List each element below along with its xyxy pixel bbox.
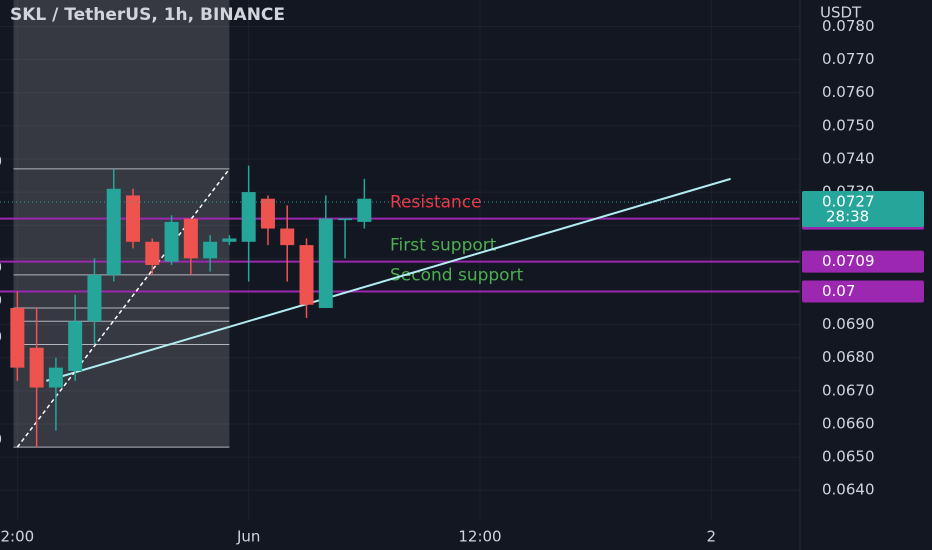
x-tick-label: Jun bbox=[236, 528, 260, 546]
line-label: Resistance bbox=[390, 193, 482, 213]
x-tick-label: 2:00 bbox=[1, 528, 35, 546]
candle-body bbox=[106, 188, 121, 275]
axis-unit: USDT bbox=[820, 4, 862, 22]
candle-body bbox=[318, 218, 333, 309]
y-tick-label: 0.0750 bbox=[822, 116, 875, 134]
candle-body bbox=[260, 198, 275, 229]
candle-body bbox=[338, 218, 353, 221]
plot-area: 0 0 0 0 0 Resistance First support Second suppo… bbox=[0, 0, 800, 520]
price-box-label: 0.07 bbox=[822, 282, 855, 300]
candle-body bbox=[126, 195, 141, 242]
y-tick-label: 0.0640 bbox=[822, 481, 875, 499]
candle-body bbox=[29, 347, 44, 388]
x-tick-label: 2 bbox=[707, 528, 717, 546]
fib-label: 0 bbox=[0, 260, 2, 276]
candle-body bbox=[203, 241, 218, 259]
x-tick-label: 12:00 bbox=[458, 528, 501, 546]
price-box-label: 0.0709 bbox=[822, 252, 875, 270]
candle-body bbox=[145, 241, 160, 265]
candle-body bbox=[299, 245, 314, 305]
y-tick-label: 0.0650 bbox=[822, 448, 875, 466]
y-tick-label: 0.0780 bbox=[822, 17, 875, 35]
y-tick-label: 0.0680 bbox=[822, 348, 875, 366]
y-tick-label: 0.0740 bbox=[822, 149, 875, 167]
fib-label: 0 bbox=[0, 293, 2, 309]
current-price-box bbox=[802, 191, 924, 228]
trend-line bbox=[45, 177, 731, 382]
price-box bbox=[802, 280, 924, 303]
trend-line bbox=[16, 168, 230, 448]
y-tick-label: 0.0660 bbox=[822, 414, 875, 432]
y-tick-label: 0.0690 bbox=[822, 315, 875, 333]
countdown-label: 28:38 bbox=[826, 208, 869, 226]
fib-label: 0 bbox=[0, 154, 2, 170]
fib-label: 0 bbox=[0, 432, 2, 448]
chart-title: SKL / TetherUS, 1h, BINANCE bbox=[10, 5, 285, 25]
fib-label: 0 bbox=[0, 329, 2, 345]
candle-body bbox=[222, 238, 237, 242]
price-box bbox=[802, 250, 924, 273]
candle-body bbox=[280, 228, 295, 246]
y-tick-label: 0.0670 bbox=[822, 381, 875, 399]
candle-body bbox=[183, 218, 198, 259]
candle-body bbox=[48, 367, 63, 388]
line-label: First support bbox=[390, 236, 497, 256]
y-tick-label: 0.0760 bbox=[822, 83, 875, 101]
candle-body bbox=[68, 321, 83, 371]
candle-body bbox=[87, 274, 102, 322]
y-tick-label: 0.0770 bbox=[822, 50, 875, 68]
candle-body bbox=[10, 308, 25, 368]
candle-body bbox=[241, 192, 256, 242]
current-price-label: 0.0727 bbox=[822, 193, 875, 211]
line-label: Second support bbox=[390, 265, 524, 285]
candle-body bbox=[164, 221, 179, 262]
candle-body bbox=[357, 198, 372, 222]
